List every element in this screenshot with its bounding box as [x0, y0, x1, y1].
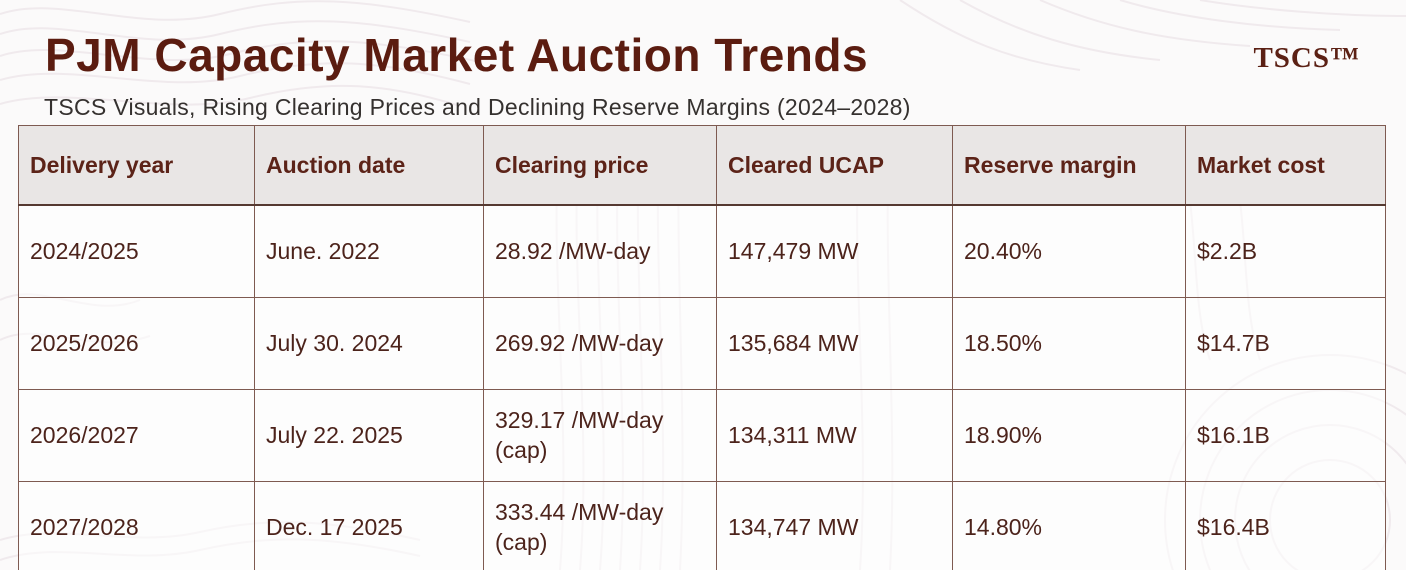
- cell-auction-date: Dec. 17 2025: [254, 481, 484, 570]
- cell-clearing-price: 333.44 /MW-day (cap): [483, 481, 717, 570]
- cell-market-cost: $2.2B: [1185, 204, 1386, 298]
- header-reserve-margin: Reserve margin: [952, 125, 1186, 206]
- cell-delivery-year: 2027/2028: [18, 481, 255, 570]
- page-title: PJM Capacity Market Auction Trends: [45, 29, 869, 81]
- table-row: 2026/2027 July 22. 2025 329.17 /MW-day (…: [18, 389, 1386, 482]
- page-subtitle: TSCS Visuals, Rising Clearing Prices and…: [44, 94, 911, 120]
- cell-auction-date: July 30. 2024: [254, 297, 484, 390]
- header-clearing-price: Clearing price: [483, 125, 717, 206]
- cell-cleared-ucap: 134,747 MW: [716, 481, 953, 570]
- cell-clearing-price: 28.92 /MW-day: [483, 204, 717, 298]
- cell-delivery-year: 2025/2026: [18, 297, 255, 390]
- cell-delivery-year: 2026/2027: [18, 389, 255, 482]
- cell-cleared-ucap: 134,311 MW: [716, 389, 953, 482]
- cell-cleared-ucap: 147,479 MW: [716, 204, 953, 298]
- cell-reserve-margin: 18.50%: [952, 297, 1186, 390]
- table-row: 2027/2028 Dec. 17 2025 333.44 /MW-day (c…: [18, 481, 1386, 570]
- header-delivery-year: Delivery year: [18, 125, 255, 206]
- cell-clearing-price: 269.92 /MW-day: [483, 297, 717, 390]
- brand-logo: TSCS™: [1253, 42, 1360, 74]
- cell-reserve-margin: 20.40%: [952, 204, 1186, 298]
- cell-auction-date: July 22. 2025: [254, 389, 484, 482]
- cell-cleared-ucap: 135,684 MW: [716, 297, 953, 390]
- header-cleared-ucap: Cleared UCAP: [716, 125, 953, 206]
- cell-market-cost: $16.1B: [1185, 389, 1386, 482]
- header-market-cost: Market cost: [1185, 125, 1386, 206]
- auction-trends-table-container: Delivery year Auction date Clearing pric…: [18, 125, 1386, 570]
- cell-reserve-margin: 14.80%: [952, 481, 1186, 570]
- auction-trends-table: Delivery year Auction date Clearing pric…: [18, 125, 1386, 570]
- header-auction-date: Auction date: [254, 125, 484, 206]
- cell-clearing-price: 329.17 /MW-day (cap): [483, 389, 717, 482]
- table-header-row: Delivery year Auction date Clearing pric…: [18, 125, 1386, 206]
- cell-market-cost: $14.7B: [1185, 297, 1386, 390]
- cell-market-cost: $16.4B: [1185, 481, 1386, 570]
- cell-reserve-margin: 18.90%: [952, 389, 1186, 482]
- cell-delivery-year: 2024/2025: [18, 204, 255, 298]
- table-row: 2024/2025 June. 2022 28.92 /MW-day 147,4…: [18, 204, 1386, 298]
- table-row: 2025/2026 July 30. 2024 269.92 /MW-day 1…: [18, 297, 1386, 390]
- cell-auction-date: June. 2022: [254, 204, 484, 298]
